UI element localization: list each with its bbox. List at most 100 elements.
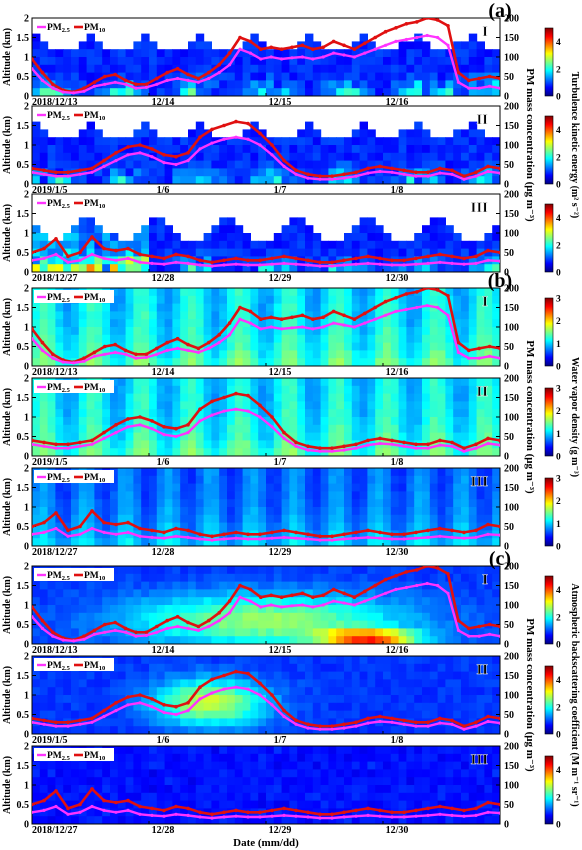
y-right-tick-label: 200 bbox=[504, 652, 519, 663]
pm25-point bbox=[426, 724, 430, 728]
pm25-point bbox=[198, 815, 202, 819]
pm10-point bbox=[174, 526, 178, 531]
y-left-tick-label: 0 bbox=[24, 542, 29, 553]
pm10-point bbox=[32, 716, 34, 721]
pm25-point bbox=[51, 356, 55, 360]
colorbar-tick-label: 3 bbox=[556, 295, 561, 305]
pm10-point bbox=[207, 618, 211, 623]
pm10-point bbox=[294, 808, 298, 813]
y-left-tick-label: 1 bbox=[24, 601, 29, 612]
pm10-series-line bbox=[32, 120, 500, 178]
y-right-tick-label: 150 bbox=[504, 209, 519, 220]
pm25-point bbox=[174, 712, 178, 717]
pm10-point bbox=[390, 716, 394, 721]
pm10-point bbox=[78, 802, 82, 807]
pm25-point bbox=[222, 409, 226, 413]
pm10-point bbox=[270, 808, 274, 813]
y-right-tick-label: 50 bbox=[504, 432, 514, 443]
pm25-point bbox=[366, 171, 370, 175]
pm25-point bbox=[467, 634, 471, 638]
y-right-tick-label: 150 bbox=[504, 33, 519, 44]
pm10-point bbox=[259, 317, 263, 322]
pm25-point bbox=[402, 263, 406, 267]
series-lines bbox=[32, 119, 500, 181]
pm10-point bbox=[258, 810, 262, 815]
y-right-tick-label: 200 bbox=[504, 562, 519, 573]
pm10-point bbox=[404, 570, 409, 574]
pm10-point bbox=[162, 256, 166, 261]
y-right-tick-label: 150 bbox=[504, 581, 519, 592]
pm25-point bbox=[498, 259, 500, 263]
pm25-point bbox=[176, 624, 180, 629]
pm25-point bbox=[330, 177, 334, 181]
colorbar-tick-label: 1 bbox=[556, 520, 561, 530]
pm25-point bbox=[462, 727, 466, 731]
pm10-point bbox=[426, 170, 430, 175]
pm25-point bbox=[290, 56, 294, 60]
legend: PM2.5 PM10 bbox=[34, 196, 114, 210]
pm10-point bbox=[186, 423, 190, 427]
pm10-point bbox=[270, 693, 274, 697]
pm10-point bbox=[126, 520, 130, 525]
pm25-point bbox=[113, 80, 117, 84]
pm25-point bbox=[90, 252, 94, 256]
y-left-tick-label: 0.5 bbox=[17, 432, 30, 443]
pm10-point bbox=[477, 76, 482, 81]
pm10-point bbox=[207, 340, 211, 345]
pm10-point bbox=[54, 720, 58, 725]
pm25-point bbox=[138, 423, 142, 427]
legend-pm25-label: PM2.5 bbox=[47, 751, 71, 762]
pm10-point bbox=[32, 524, 34, 529]
colorbar-tick-label: 3 bbox=[556, 475, 561, 485]
pm25-point bbox=[332, 51, 336, 55]
pm10-series-line bbox=[32, 18, 500, 94]
pm25-point bbox=[207, 346, 211, 350]
pm10-point bbox=[165, 70, 169, 75]
pm25-point bbox=[354, 536, 358, 540]
pm25-point bbox=[342, 448, 346, 452]
y-right-tick-label: 50 bbox=[504, 160, 514, 171]
pm10-series-line bbox=[32, 392, 500, 450]
pm25-point bbox=[354, 724, 358, 728]
pm25-point bbox=[32, 810, 34, 814]
series-lines bbox=[32, 391, 500, 453]
pm10-point bbox=[90, 716, 94, 721]
pm25-point bbox=[498, 533, 500, 537]
pm25-point bbox=[342, 176, 346, 180]
pm10-point bbox=[486, 436, 490, 441]
pm25-point bbox=[186, 813, 190, 818]
y-left-tick-label: 1.5 bbox=[17, 303, 30, 314]
y-right-tick-label: 0 bbox=[504, 820, 509, 831]
y-left-tick-label: 0.5 bbox=[17, 522, 30, 533]
x-tick-label: 1/7 bbox=[274, 457, 287, 468]
pm10-point bbox=[415, 568, 419, 572]
legend-pm25-label: PM2.5 bbox=[47, 571, 71, 582]
pm10-point bbox=[210, 127, 214, 132]
pm25-point bbox=[40, 348, 45, 352]
pm10-point bbox=[279, 47, 284, 51]
pm25-point bbox=[402, 815, 406, 819]
x-tick-label: 2018/12/13 bbox=[32, 645, 78, 656]
background-field bbox=[32, 468, 500, 546]
pm25-point bbox=[259, 327, 263, 331]
pm10-point bbox=[450, 440, 454, 445]
pm10-point bbox=[186, 151, 190, 155]
pm10-point bbox=[42, 440, 46, 445]
pm25-point bbox=[488, 84, 492, 88]
pm25-point bbox=[186, 78, 190, 82]
pm25-point bbox=[467, 86, 471, 90]
pm10-point bbox=[126, 695, 130, 699]
pm10-point bbox=[456, 340, 461, 345]
pm10-point bbox=[248, 309, 253, 314]
pm10-point bbox=[217, 63, 221, 67]
pm25-point bbox=[306, 448, 310, 452]
pm10-point bbox=[378, 436, 382, 441]
legend-pm25-label: PM2.5 bbox=[47, 473, 71, 484]
pm25-point bbox=[186, 709, 190, 713]
pm25-point bbox=[486, 169, 490, 174]
pm25-point bbox=[450, 722, 454, 726]
pm25-point bbox=[78, 444, 82, 448]
pm25-point bbox=[82, 359, 86, 363]
pm10-point bbox=[198, 135, 202, 139]
pm10-point bbox=[123, 78, 128, 83]
